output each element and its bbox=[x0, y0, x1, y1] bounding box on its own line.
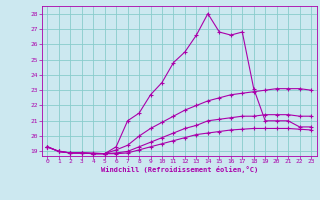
X-axis label: Windchill (Refroidissement éolien,°C): Windchill (Refroidissement éolien,°C) bbox=[100, 166, 258, 173]
